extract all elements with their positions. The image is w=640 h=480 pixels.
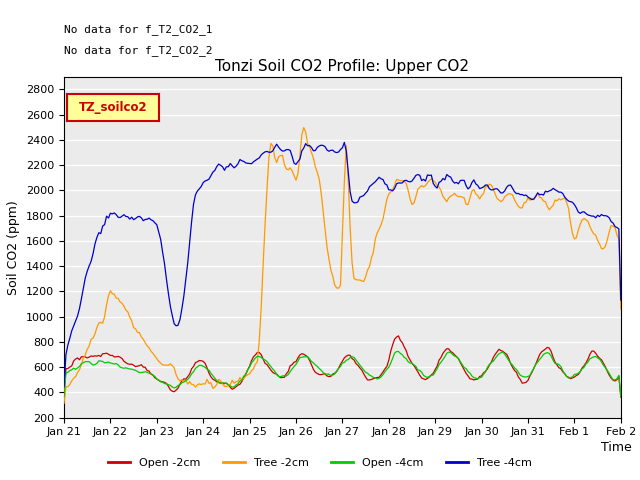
Y-axis label: Soil CO2 (ppm): Soil CO2 (ppm) — [8, 200, 20, 295]
X-axis label: Time: Time — [601, 442, 632, 455]
Text: No data for f_T2_CO2_1: No data for f_T2_CO2_1 — [64, 24, 212, 36]
Title: Tonzi Soil CO2 Profile: Upper CO2: Tonzi Soil CO2 Profile: Upper CO2 — [216, 59, 469, 74]
Text: No data for f_T2_CO2_2: No data for f_T2_CO2_2 — [64, 45, 212, 56]
Legend: Open -2cm, Tree -2cm, Open -4cm, Tree -4cm: Open -2cm, Tree -2cm, Open -4cm, Tree -4… — [104, 453, 536, 472]
